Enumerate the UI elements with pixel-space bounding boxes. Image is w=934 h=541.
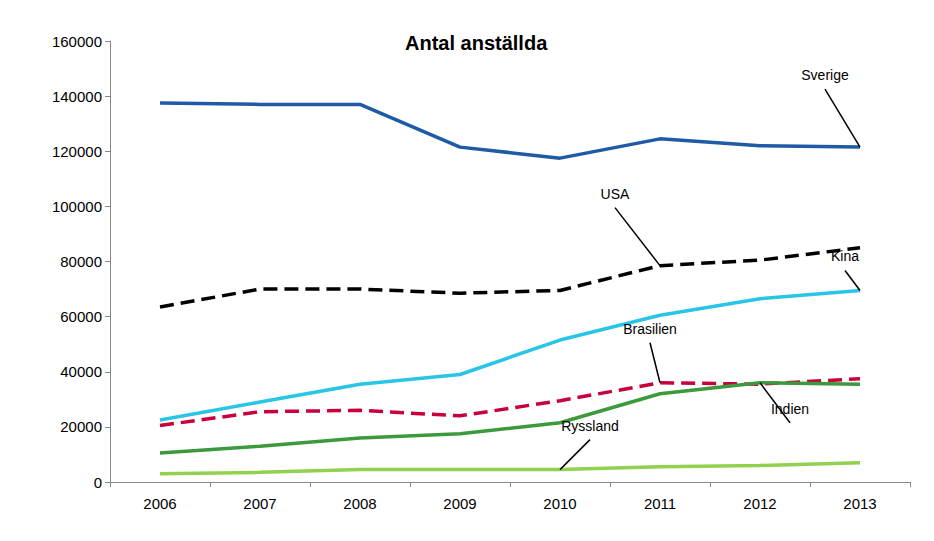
svg-text:2013: 2013 [843, 495, 876, 512]
svg-text:2009: 2009 [443, 495, 476, 512]
svg-text:2008: 2008 [343, 495, 376, 512]
svg-text:120000: 120000 [52, 143, 102, 160]
svg-text:2012: 2012 [743, 495, 776, 512]
svg-text:2011: 2011 [644, 495, 676, 512]
svg-text:2007: 2007 [243, 495, 276, 512]
svg-text:100000: 100000 [52, 198, 102, 215]
svg-text:60000: 60000 [60, 308, 102, 325]
svg-text:2006: 2006 [143, 495, 176, 512]
svg-text:Brasilien: Brasilien [623, 321, 677, 337]
svg-text:Kina: Kina [831, 248, 859, 264]
svg-text:Sverige: Sverige [801, 67, 849, 83]
svg-text:160000: 160000 [52, 33, 102, 50]
svg-text:0: 0 [94, 474, 102, 491]
svg-text:Ryssland: Ryssland [561, 418, 619, 434]
svg-text:80000: 80000 [60, 253, 102, 270]
svg-text:20000: 20000 [60, 418, 102, 435]
svg-text:USA: USA [601, 186, 630, 202]
svg-text:Indien: Indien [771, 401, 809, 417]
svg-text:140000: 140000 [52, 88, 102, 105]
svg-text:2010: 2010 [543, 495, 576, 512]
svg-text:40000: 40000 [60, 363, 102, 380]
svg-text:Antal anställda: Antal anställda [405, 32, 548, 54]
